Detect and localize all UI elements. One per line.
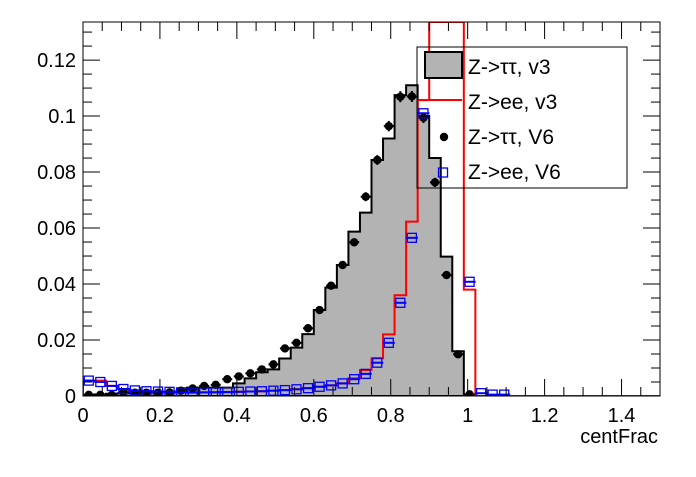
x-tick-label: 0 xyxy=(77,405,88,427)
x-tick-label: 1.2 xyxy=(531,405,559,427)
marker-v6-tautau xyxy=(326,281,336,290)
marker-v6-tautau xyxy=(107,390,117,396)
marker-v6-ee xyxy=(325,380,337,391)
marker-v6-ee xyxy=(152,386,164,396)
legend-label: Z->ee, v3 xyxy=(468,91,557,114)
axes: 0 0.2 0.4 0.6 0.8 1 1.2 1.4 0 0.02 0.04 0.06 0.08 0.1… xyxy=(37,21,661,427)
marker-v6-tautau xyxy=(269,360,278,369)
marker-v6-ee xyxy=(268,385,279,396)
marker-v6-tautau xyxy=(465,390,474,396)
legend-label: Z->ee, V6 xyxy=(468,161,561,184)
marker-v6-tautau xyxy=(396,92,405,101)
marker-v6-tautau xyxy=(223,375,232,384)
marker-v6-tautau xyxy=(373,155,382,165)
legend-box xyxy=(416,46,628,189)
marker-v6-tautau xyxy=(430,178,440,187)
marker-v6-tautau xyxy=(349,238,359,247)
x-tick-label: 1.4 xyxy=(608,405,636,427)
x-tick-label: 0.2 xyxy=(146,405,174,427)
marker-v6-tautau xyxy=(96,390,105,396)
marker-v6-ee xyxy=(199,387,210,396)
marker-v6-ee xyxy=(360,368,371,380)
series-group xyxy=(83,22,660,396)
y-tick-label: 0.04 xyxy=(37,274,76,296)
marker-v6-ee xyxy=(314,381,325,392)
legend: Z->ττ, v3 Z->ee, v3 Z->ττ, V6 Z->ee, V6 xyxy=(416,46,628,189)
marker-v6-ee xyxy=(118,383,129,395)
x-tick-label: 0.6 xyxy=(300,405,328,427)
marker-v6-ee xyxy=(302,383,314,394)
marker-v6-tautau xyxy=(234,372,243,381)
marker-v6-tautau xyxy=(211,380,220,390)
marker-v6-ee xyxy=(95,376,106,388)
marker-v6-tautau xyxy=(361,192,370,201)
legend-swatch-v6-ee xyxy=(437,167,449,178)
marker-v6-ee xyxy=(475,388,487,396)
legend-label: Z->ττ, V6 xyxy=(468,126,554,149)
marker-v6-ee xyxy=(337,378,348,389)
x-axis-label: centFrac xyxy=(580,426,658,448)
marker-v6-tautau xyxy=(257,365,267,374)
marker-v6-ee xyxy=(222,386,233,396)
marker-v6-tautau xyxy=(84,390,93,396)
y-tick-label: 0 xyxy=(65,386,76,408)
marker-v6-tautau xyxy=(292,338,301,348)
x-tick-label: 0.4 xyxy=(223,405,251,427)
marker-v6-tautau xyxy=(453,350,463,359)
marker-v6-ee xyxy=(406,232,418,243)
marker-v6-ee xyxy=(245,386,256,396)
marker-v6-ee xyxy=(187,387,198,396)
marker-v6-ee xyxy=(175,387,187,396)
marker-v6-ee xyxy=(464,276,475,287)
marker-v6-tautau xyxy=(338,260,347,270)
marker-v6-ee xyxy=(487,389,498,396)
y-tick-label: 0.08 xyxy=(37,162,76,184)
marker-v6-tautau xyxy=(315,305,324,315)
marker-v6-ee xyxy=(349,374,360,385)
marker-v6-tautau xyxy=(407,92,417,101)
marker-v6-ee xyxy=(372,357,383,368)
marker-v6-ee xyxy=(210,387,221,396)
marker-v6-ee xyxy=(291,384,302,395)
marker-v6-tautau xyxy=(246,369,255,378)
marker-v6-ee xyxy=(279,384,291,396)
marker-v6-ee xyxy=(164,386,175,396)
marker-v6-ee xyxy=(499,389,510,396)
x-tick-label: 0.8 xyxy=(377,405,405,427)
marker-v6-tautau xyxy=(442,270,451,280)
x-tick-label: 1 xyxy=(462,405,473,427)
legend-label: Z->ττ, v3 xyxy=(468,56,551,79)
marker-v6-ee xyxy=(106,380,117,392)
marker-v6-ee xyxy=(83,375,94,386)
marker-v6-ee xyxy=(418,108,429,119)
marker-v6-tautau xyxy=(199,381,209,391)
marker-v6-tautau xyxy=(280,344,290,353)
plot-area xyxy=(83,22,660,396)
marker-v6-ee xyxy=(383,337,394,348)
marker-v6-ee xyxy=(233,386,244,396)
marker-v6-ee xyxy=(395,297,406,308)
y-tick-label: 0.12 xyxy=(37,50,76,72)
marker-v6-tautau xyxy=(303,324,313,333)
marker-v6-tautau xyxy=(384,121,394,131)
y-tick-label: 0.06 xyxy=(37,218,76,240)
histogram-v3-tautau xyxy=(83,84,660,396)
y-tick-label: 0.1 xyxy=(48,106,76,128)
legend-swatch-v3-tautau xyxy=(424,51,463,79)
y-tick-label: 0.02 xyxy=(37,330,76,352)
marker-v6-ee xyxy=(129,385,141,396)
legend-swatch-v6-tautau xyxy=(439,132,449,142)
